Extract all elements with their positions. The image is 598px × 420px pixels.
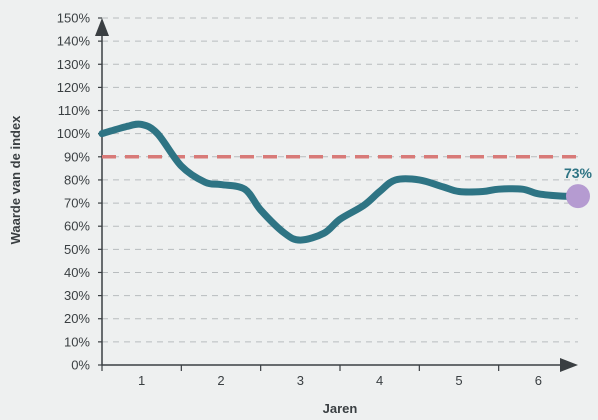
x-tick-label: 1 — [138, 373, 145, 388]
y-tick-label: 140% — [57, 34, 91, 49]
end-point-label: 73% — [564, 165, 593, 181]
y-tick-label: 70% — [64, 196, 90, 211]
y-tick-label: 10% — [64, 334, 90, 349]
y-tick-label: 60% — [64, 219, 90, 234]
grid-lines — [102, 17, 578, 343]
x-axis-title: Jaren — [323, 401, 358, 416]
y-axis-arrow — [95, 18, 109, 36]
x-tick-label: 5 — [455, 373, 462, 388]
end-point-marker — [566, 184, 590, 209]
end-point-group: 73% — [564, 165, 593, 209]
axes — [95, 18, 578, 372]
y-tick-label: 120% — [57, 80, 91, 95]
y-tick-label: 0% — [71, 358, 90, 373]
series-group — [98, 120, 582, 244]
y-tick-label: 150% — [57, 11, 91, 26]
y-tick-label: 50% — [64, 242, 90, 257]
y-tick-label: 80% — [64, 172, 90, 187]
x-tick-label: 3 — [297, 373, 304, 388]
series-line — [98, 120, 582, 244]
y-tick-label: 130% — [57, 57, 91, 72]
y-axis-title: Waarde van de index — [8, 115, 23, 245]
y-tick-label: 90% — [64, 149, 90, 164]
x-tick-label: 4 — [376, 373, 383, 388]
x-tick-label: 2 — [217, 373, 224, 388]
x-tick-label: 6 — [535, 373, 542, 388]
y-tick-label: 40% — [64, 265, 90, 280]
y-tick-label: 110% — [58, 103, 91, 118]
y-tick-label: 20% — [64, 311, 90, 326]
x-tick-labels: 1 2 3 4 5 6 — [101, 365, 542, 388]
x-axis-arrow — [560, 358, 578, 372]
y-tick-labels: 0% 10% 20% 30% 40% 50% 60% 70% 80% 90% 100% 110% 120… — [57, 11, 102, 373]
y-tick-label: 30% — [64, 288, 90, 303]
y-tick-label: 100% — [57, 126, 91, 141]
